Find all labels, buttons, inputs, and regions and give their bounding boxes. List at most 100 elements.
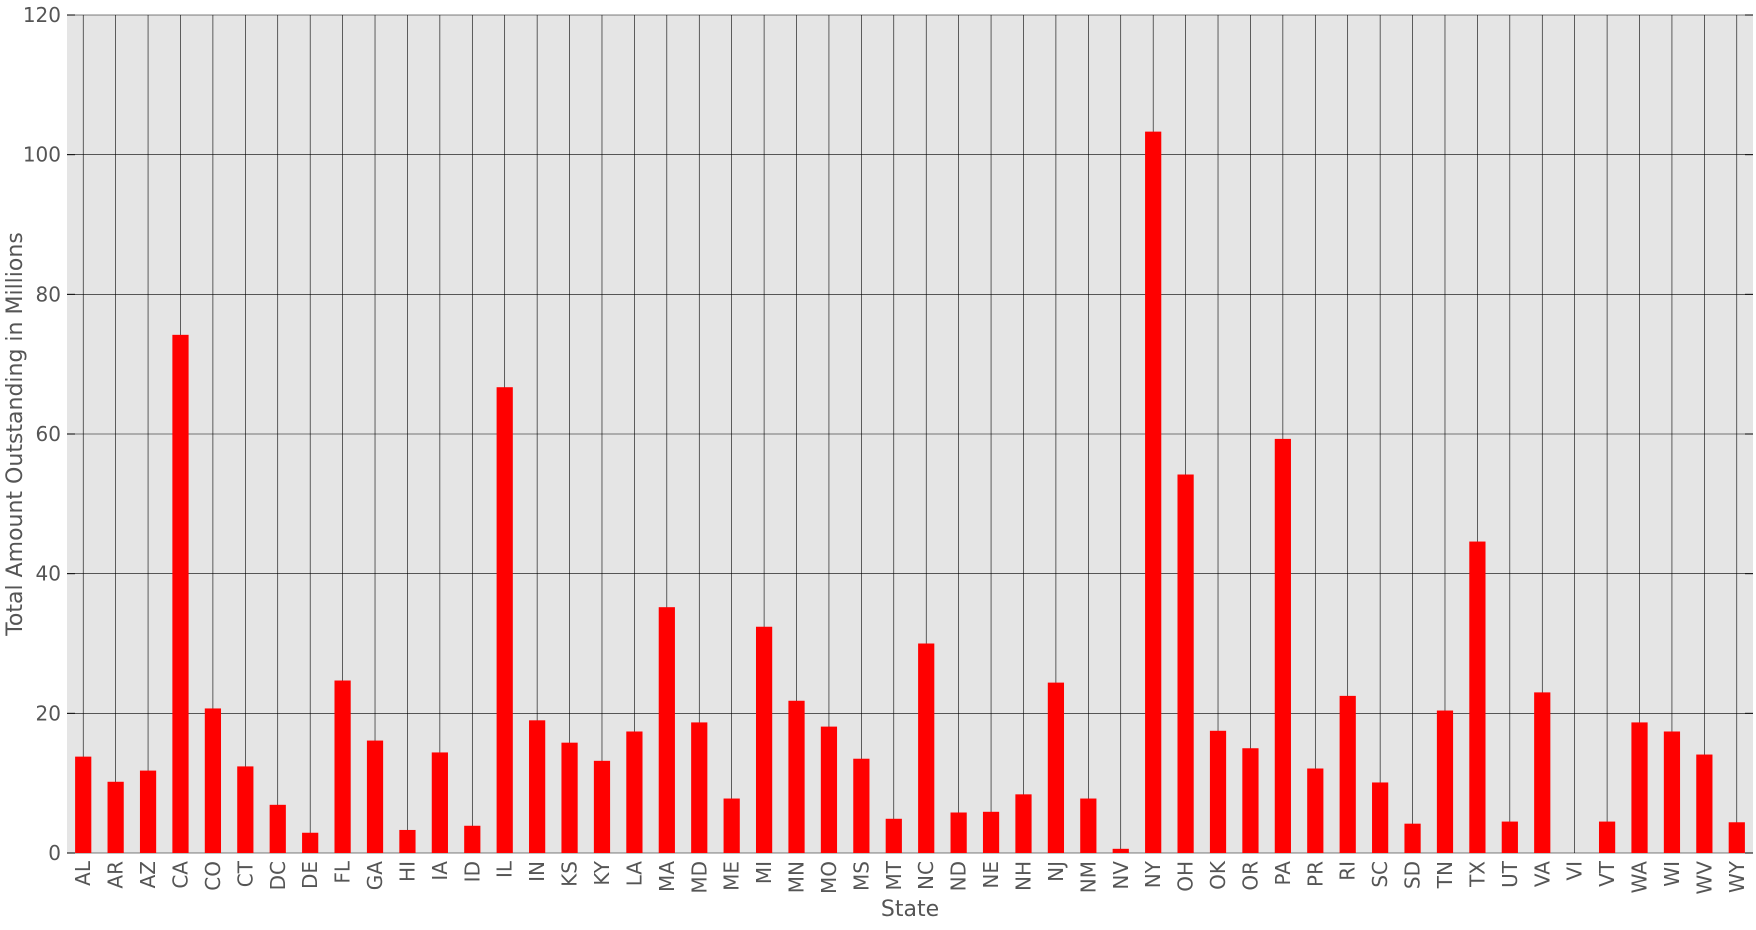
x-tick-label: MA bbox=[655, 861, 679, 892]
bar-wi bbox=[1663, 731, 1681, 853]
x-tick-label: NC bbox=[914, 861, 938, 890]
bar-pr bbox=[1307, 768, 1324, 853]
bar-ok bbox=[1209, 730, 1227, 853]
x-tick-label: DC bbox=[266, 861, 290, 890]
x-tick-label: TN bbox=[1433, 861, 1457, 889]
bar-il bbox=[496, 387, 513, 853]
x-tick-label: AZ bbox=[136, 861, 160, 888]
bar-mt bbox=[885, 818, 902, 853]
y-tick-labels: 0 20 40 60 80 100 120 bbox=[23, 3, 61, 865]
x-tick-label: CA bbox=[168, 861, 192, 889]
bar-md bbox=[691, 722, 708, 853]
x-tick-label: DE bbox=[298, 861, 322, 889]
bar-wy bbox=[1728, 822, 1745, 853]
x-tick-label: MT bbox=[882, 860, 906, 890]
x-tick-label: AL bbox=[71, 860, 95, 886]
bar-oh bbox=[1177, 474, 1194, 853]
bar-nd bbox=[950, 812, 967, 853]
x-tick-label: NV bbox=[1109, 861, 1133, 890]
bar-nm bbox=[1080, 798, 1097, 853]
bar-vt bbox=[1598, 821, 1616, 853]
bar-la bbox=[626, 731, 643, 853]
x-tick-label: FL bbox=[331, 860, 355, 884]
bars-layer bbox=[75, 131, 1745, 853]
bar-tx bbox=[1469, 541, 1486, 853]
x-tick-label: NH bbox=[1011, 861, 1035, 891]
x-tick-label: NE bbox=[979, 861, 1003, 889]
y-tick-label: 40 bbox=[36, 562, 61, 586]
x-tick-label: MN bbox=[785, 861, 809, 893]
bar-mn bbox=[788, 700, 805, 853]
bar-ca bbox=[172, 334, 189, 853]
x-tick-label: KS bbox=[558, 861, 582, 887]
x-tick-label: WY bbox=[1725, 860, 1749, 893]
x-tick-label: LA bbox=[622, 861, 646, 887]
x-tick-label: OH bbox=[1174, 861, 1198, 892]
bar-ar bbox=[107, 781, 124, 853]
bar-pa bbox=[1274, 438, 1291, 853]
bar-nj bbox=[1047, 682, 1065, 853]
y-axis-label: Total Amount Outstanding in Millions bbox=[3, 232, 28, 637]
x-tick-label: AR bbox=[104, 861, 128, 889]
x-tick-label: SC bbox=[1368, 861, 1392, 888]
x-tick-label: VT bbox=[1595, 860, 1619, 887]
x-tick-label: CT bbox=[233, 860, 257, 887]
y-tick-label: 20 bbox=[36, 701, 61, 725]
y-tick-label: 80 bbox=[36, 282, 61, 306]
bar-ny bbox=[1145, 131, 1162, 853]
bar-ma bbox=[658, 607, 675, 853]
bar-mi bbox=[755, 626, 773, 853]
x-tick-label: IA bbox=[428, 861, 452, 881]
bar-sd bbox=[1404, 823, 1421, 853]
bar-co bbox=[204, 708, 222, 853]
x-tick-label: NY bbox=[1141, 860, 1165, 888]
x-tick-label: OR bbox=[1238, 861, 1262, 891]
x-tick-label: RI bbox=[1336, 861, 1360, 881]
bar-ks bbox=[561, 742, 578, 853]
x-tick-label: PA bbox=[1271, 861, 1295, 886]
y-tick-label: 120 bbox=[23, 3, 61, 27]
x-tick-label: ID bbox=[460, 861, 484, 882]
bar-sc bbox=[1372, 782, 1389, 853]
x-tick-label: IN bbox=[525, 861, 549, 882]
bar-me bbox=[723, 798, 740, 853]
bar-va bbox=[1534, 692, 1551, 853]
bar-ri bbox=[1339, 695, 1356, 853]
bar-or bbox=[1242, 748, 1259, 853]
y-tick-label: 60 bbox=[36, 422, 61, 446]
bar-al bbox=[75, 756, 92, 853]
bar-wv bbox=[1696, 754, 1713, 853]
bar-ky bbox=[593, 760, 611, 853]
x-tick-label: WV bbox=[1692, 861, 1716, 895]
x-tick-label: VI bbox=[1563, 861, 1587, 881]
x-tick-label: IL bbox=[493, 860, 517, 878]
x-tick-labels: AL AR AZ CA CO CT DC DE FL GA HI IA ID IL IN KS KY LA MA MD… bbox=[71, 860, 1749, 894]
bar-ia bbox=[431, 752, 448, 853]
x-tick-label: UT bbox=[1498, 860, 1522, 888]
bar-fl bbox=[334, 680, 351, 853]
x-tick-label: MO bbox=[817, 861, 841, 894]
x-tick-label: NM bbox=[1076, 861, 1100, 893]
x-tick-label: WA bbox=[1628, 861, 1652, 894]
bar-ut bbox=[1501, 821, 1518, 853]
x-tick-label: ME bbox=[720, 861, 744, 891]
bar-ms bbox=[853, 758, 870, 853]
bar-nh bbox=[1015, 794, 1032, 853]
bar-id bbox=[464, 825, 481, 853]
x-tick-label: GA bbox=[363, 861, 387, 890]
x-tick-label: PR bbox=[1303, 861, 1327, 887]
bar-nv bbox=[1112, 848, 1129, 853]
bar-hi bbox=[399, 829, 416, 853]
bar-ct bbox=[237, 766, 254, 853]
bar-tn bbox=[1436, 710, 1454, 853]
bar-ne bbox=[982, 811, 1000, 853]
x-tick-label: MS bbox=[849, 861, 873, 891]
x-tick-label: VA bbox=[1530, 861, 1554, 887]
bar-nc bbox=[918, 643, 935, 853]
x-tick-label: TX bbox=[1465, 861, 1489, 888]
x-tick-label: WI bbox=[1660, 861, 1684, 887]
bar-ga bbox=[366, 740, 384, 853]
bar-wa bbox=[1631, 722, 1648, 853]
x-tick-label: OK bbox=[1206, 860, 1230, 890]
